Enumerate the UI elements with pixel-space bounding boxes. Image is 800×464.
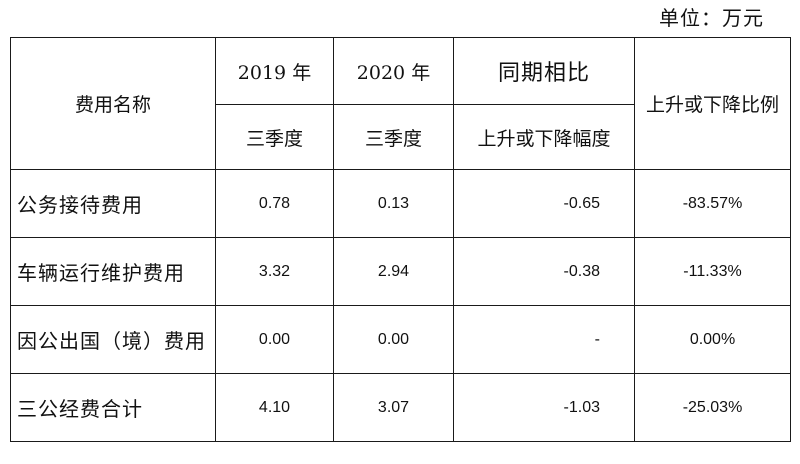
row-change-amount: -1.03 (453, 373, 635, 442)
header-year-2020: 2020 年 (333, 37, 454, 105)
row-value-2019: 0.78 (215, 169, 334, 238)
row-change-amount: -0.65 (453, 169, 635, 238)
row-expense-name: 车辆运行维护费用 (10, 237, 216, 306)
header-expense-name: 费用名称 (10, 37, 216, 170)
row-change-ratio: -25.03% (634, 373, 791, 442)
row-expense-name: 三公经费合计 (10, 373, 216, 442)
header-change-amount: 上升或下降幅度 (453, 104, 635, 170)
header-quarter-2019: 三季度 (215, 104, 334, 170)
row-value-2019: 4.10 (215, 373, 334, 442)
row-value-2019: 3.32 (215, 237, 334, 306)
table-row: 公务接待费用 0.78 0.13 -0.65 -83.57% (10, 169, 791, 238)
header-quarter-2020: 三季度 (333, 104, 454, 170)
row-change-ratio: -11.33% (634, 237, 791, 306)
header-change-ratio: 上升或下降比例 (634, 37, 791, 170)
row-value-2020: 3.07 (333, 373, 454, 442)
row-value-2020: 0.13 (333, 169, 454, 238)
row-change-ratio: 0.00% (634, 305, 791, 374)
expense-table: 费用名称 2019 年 2020 年 同期相比 上升或下降比例 三季度 三季度 … (10, 37, 791, 442)
table-row: 三公经费合计 4.10 3.07 -1.03 -25.03% (10, 373, 791, 442)
header-year-2019: 2019 年 (215, 37, 334, 105)
row-change-amount: -0.38 (453, 237, 635, 306)
row-expense-name: 因公出国（境）费用 (10, 305, 216, 374)
table-row: 因公出国（境）费用 0.00 0.00 - 0.00% (10, 305, 791, 374)
unit-label: 单位：万元 (659, 6, 764, 30)
header-row-1: 费用名称 2019 年 2020 年 同期相比 上升或下降比例 (10, 37, 791, 170)
row-expense-name: 公务接待费用 (10, 169, 216, 238)
header-compare-group: 同期相比 (453, 37, 635, 105)
row-value-2020: 0.00 (333, 305, 454, 374)
row-change-amount: - (453, 305, 635, 374)
row-value-2020: 2.94 (333, 237, 454, 306)
row-value-2019: 0.00 (215, 305, 334, 374)
header-row-2: 三季度 三季度 上升或下降幅度 (11, 104, 791, 170)
row-change-ratio: -83.57% (634, 169, 791, 238)
table-row: 车辆运行维护费用 3.32 2.94 -0.38 -11.33% (10, 237, 791, 306)
